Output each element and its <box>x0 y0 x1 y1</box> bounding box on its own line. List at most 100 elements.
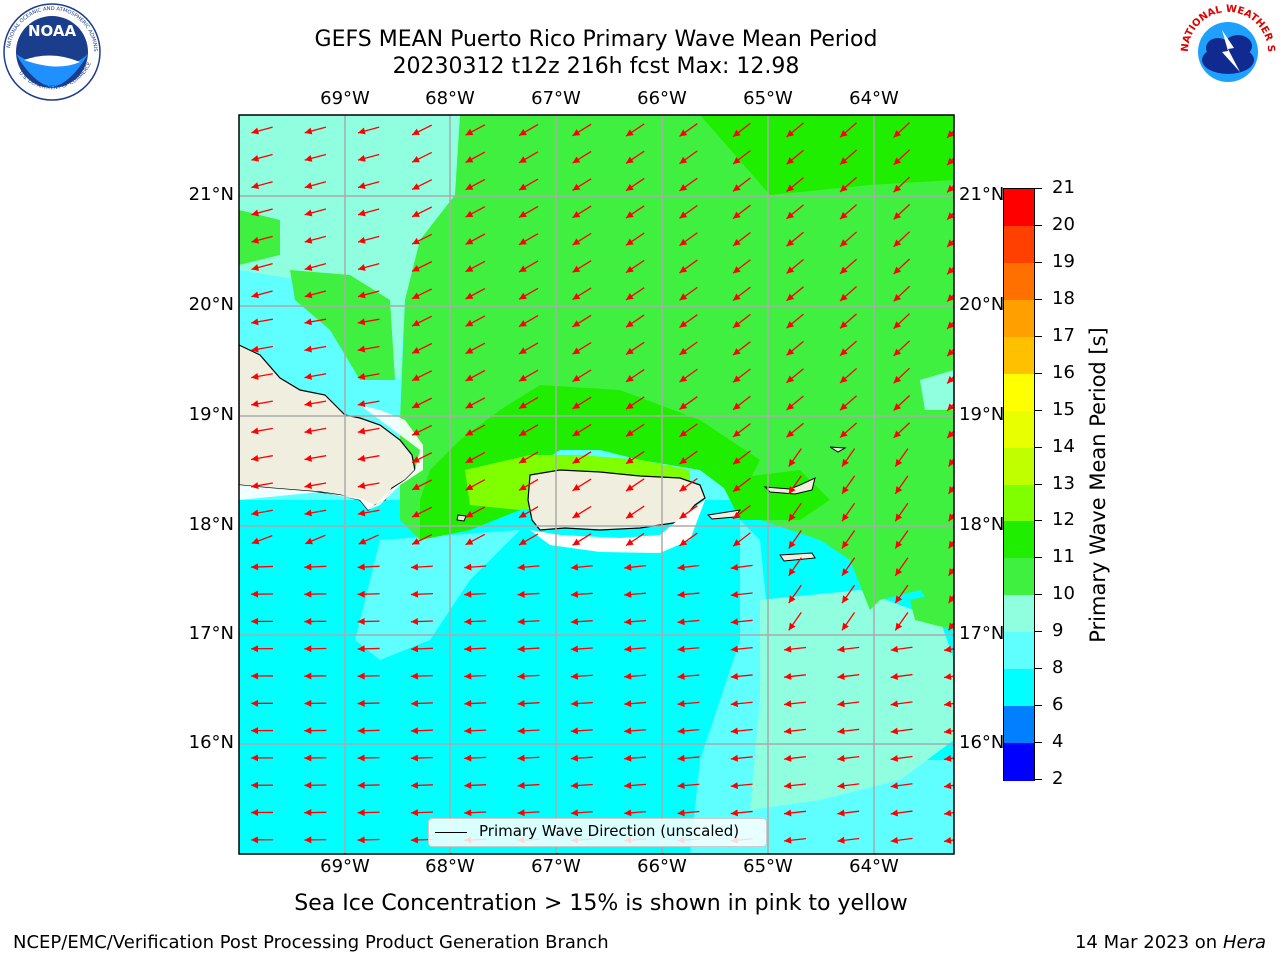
wave-arrow-head <box>251 617 259 625</box>
colorbar-label: Primary Wave Mean Period [s] <box>1086 327 1110 643</box>
wave-arrow-head <box>624 782 632 789</box>
wave-arrow-head <box>570 645 579 653</box>
wave-arrow-head <box>357 563 365 571</box>
wave-arrow-head <box>944 809 952 817</box>
wave-arrow-head <box>572 265 581 273</box>
wave-arrow-head <box>304 427 312 435</box>
wave-arrow-head <box>841 458 849 467</box>
field-pale-ne-patch <box>920 370 954 410</box>
wave-arrow-head <box>895 486 903 494</box>
wave-arrow-head <box>412 155 420 163</box>
wave-arrow-head <box>304 781 312 789</box>
wave-arrow-head <box>840 348 848 356</box>
colorbar-tick-mark <box>1035 705 1042 707</box>
wave-arrow-head <box>947 294 954 302</box>
wave-arrow-head <box>517 754 525 762</box>
wave-arrow-head <box>788 568 796 576</box>
wave-arrow-head <box>465 319 474 327</box>
wave-arrow-head <box>304 727 312 735</box>
wave-arrow-head <box>948 568 954 576</box>
wave-arrow-head <box>357 154 366 162</box>
wave-arrow-head <box>518 511 527 518</box>
legend-line-sample <box>435 832 467 833</box>
colorbar-segment <box>1004 189 1034 227</box>
wave-arrow-head <box>895 622 903 631</box>
wave-arrow-head <box>893 157 902 165</box>
wave-arrow-head <box>947 403 954 411</box>
colorbar-tick-label: 21 <box>1052 177 1075 198</box>
wave-arrow-head <box>465 401 474 409</box>
wave-arrow-head <box>465 265 474 272</box>
wave-arrow-head <box>410 563 419 571</box>
wave-arrow-head <box>625 293 634 300</box>
wave-arrow-head <box>464 590 472 598</box>
wave-arrow-head <box>840 157 848 165</box>
wave-arrow-head <box>786 430 795 438</box>
footer-host: Hera <box>1222 932 1266 953</box>
wave-arrow-head <box>947 348 954 357</box>
field-pale-north <box>239 115 460 380</box>
wave-arrow-head <box>890 754 899 762</box>
wave-arrow-head <box>572 320 581 327</box>
wave-arrow-head <box>624 672 632 680</box>
wave-arrow-head <box>304 154 313 162</box>
wave-arrow-head <box>786 320 795 329</box>
wave-arrow-head <box>465 456 474 463</box>
wave-arrow-head <box>304 563 312 571</box>
colorbar-tick-mark <box>1035 742 1042 744</box>
wave-arrow-head <box>677 754 685 762</box>
wave-arrow-head <box>412 510 420 518</box>
wave-arrow-head <box>572 429 581 437</box>
wave-arrow-head <box>410 645 419 653</box>
lon-label-top: 68°W <box>425 88 475 109</box>
wave-arrow-head <box>410 727 419 735</box>
wave-arrow-head <box>732 539 741 547</box>
wave-arrow-head <box>784 727 792 735</box>
wave-arrow-head <box>786 157 795 165</box>
wave-arrow-head <box>788 458 796 467</box>
field-green-west-lobe <box>290 270 395 380</box>
wave-arrow-head <box>679 511 688 519</box>
wave-arrow-head <box>624 700 632 708</box>
wave-arrow-head <box>357 836 365 844</box>
colorbar-tick-mark <box>1035 335 1042 337</box>
wave-arrow-head <box>837 836 845 844</box>
wave-arrow-head <box>732 266 741 274</box>
wave-arrow-head <box>786 239 795 247</box>
wave-arrow-head <box>572 211 581 218</box>
wave-arrow-head <box>304 645 312 653</box>
wave-arrow-head <box>837 809 845 817</box>
colorbar-tick-mark <box>1035 446 1042 448</box>
wave-arrow-head <box>677 782 685 790</box>
map-frame <box>238 114 955 855</box>
wave-arrow-head <box>895 568 903 576</box>
wave-arrow-head <box>625 456 634 464</box>
field-pale-east <box>750 590 954 810</box>
colorbar-tick-mark <box>1035 779 1042 780</box>
wave-arrow-head <box>518 210 527 218</box>
wave-arrow-head <box>677 809 685 817</box>
wave-arrow-head <box>412 456 420 463</box>
wave-arrow-head <box>572 238 581 246</box>
wave-arrow-head <box>465 374 474 381</box>
wave-arrow-head <box>948 486 954 494</box>
colorbar-segment <box>1004 410 1034 449</box>
wave-arrow-head <box>679 429 688 437</box>
wave-arrow-head <box>732 211 741 219</box>
wave-arrow-head <box>677 727 685 735</box>
wave-arrow-head <box>464 754 472 762</box>
wave-arrow-head <box>837 672 845 680</box>
wave-arrow-head <box>679 347 688 355</box>
wave-arrow-head <box>893 293 902 302</box>
colorbar-segment <box>1004 558 1034 596</box>
wave-arrow-head <box>251 809 259 817</box>
wave-arrow-head <box>625 484 634 492</box>
wave-arrow-head <box>517 563 525 571</box>
wave-arrow-head <box>625 129 634 137</box>
wave-arrow-head <box>251 537 260 545</box>
footer-left: NCEP/EMC/Verification Post Processing Pr… <box>13 932 609 953</box>
wave-arrow-head <box>730 782 739 790</box>
chart-title-line1: GEFS MEAN Puerto Rico Primary Wave Mean … <box>314 27 878 52</box>
island-st-croix <box>779 552 816 562</box>
wave-arrow-head <box>730 645 739 653</box>
